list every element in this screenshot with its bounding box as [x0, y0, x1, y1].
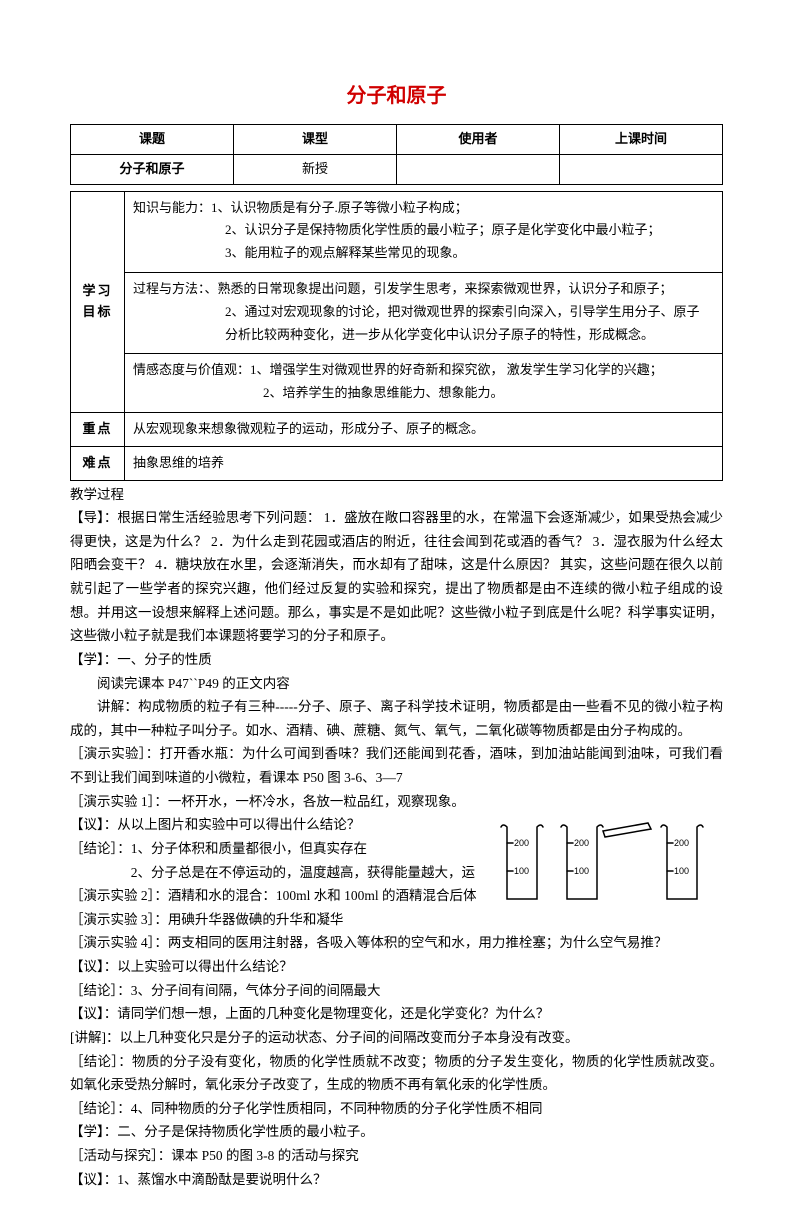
p2: 【学】：一、分子的性质 — [70, 648, 723, 672]
p5: ［演示实验］：打开香水瓶：为什么可闻到香味？我们还能闻到花香，酒味，到加油站能闻… — [70, 742, 723, 789]
p19: 【学】：二、分子是保持物质化学性质的最小粒子。 — [70, 1120, 723, 1144]
p18: ［结论］：4、同种物质的分子化学性质相同，不同种物质的分子化学性质不相同 — [70, 1097, 723, 1121]
process-label: 教学过程 — [70, 483, 723, 507]
hdr-col1: 课题 — [71, 125, 234, 155]
key-label: 重点 — [71, 412, 125, 446]
diff-text: 抽象思维的培养 — [125, 446, 723, 480]
goal-k-2: 2、认识分子是保持物质化学性质的最小粒子；原子是化学变化中最小粒子； — [133, 220, 714, 241]
content-body: 教学过程 【导】：根据日常生活经验思考下列问题： 1．盛放在敞口容器里的水，在常… — [70, 483, 723, 1192]
p16: [讲解]：以上几种变化只是分子的运动状态、分子间的间隔改变而分子本身没有改变。 — [70, 1026, 723, 1050]
p17: ［结论］：物质的分子没有变化，物质的化学性质就不改变；物质的分子发生变化，物质的… — [70, 1050, 723, 1097]
p12: ［演示实验 4］：两支相同的医用注射器，各吸入等体积的空气和水，用力推栓塞；为什… — [70, 931, 723, 955]
p6: ［演示实验 1］：一杯开水，一杯冷水，各放一粒品红，观察现象。 — [70, 790, 723, 814]
tick-3: 200 — [574, 838, 589, 848]
page-title: 分子和原子 — [70, 80, 723, 112]
p4: 讲解：构成物质的粒子有三种-----分子、原子、离子科学技术证明，物质都是由一些… — [70, 695, 723, 742]
hdr-col4: 上课时间 — [560, 125, 723, 155]
key-text: 从宏观现象来想象微观粒子的运动，形成分子、原子的概念。 — [125, 412, 723, 446]
goal-e-2: 2、培养学生的抽象思维能力、想象能力。 — [133, 383, 714, 404]
tick-6: 100 — [674, 866, 689, 876]
diff-label: 难点 — [71, 446, 125, 480]
goal-knowledge: 知识与能力：1、认识物质是有分子.原子等微小粒子构成； 2、认识分子是保持物质化… — [125, 191, 723, 272]
p1: 【导】：根据日常生活经验思考下列问题： 1．盛放在敞口容器里的水，在常温下会逐渐… — [70, 506, 723, 648]
goals-label: 学习目标 — [71, 191, 125, 412]
goal-process: 过程与方法：、熟悉的日常现象提出问题，引发学生思考，来探索微观世界，认识分子和原… — [125, 272, 723, 353]
p20: ［活动与探究］：课本 P50 的图 3-8 的活动与探究 — [70, 1144, 723, 1168]
tick-2: 100 — [514, 866, 529, 876]
p11: ［演示实验 3］：用碘升华器做碘的升华和凝华 — [70, 908, 723, 932]
p15: 【议】：请同学们想一想，上面的几种变化是物理变化，还是化学变化？为什么？ — [70, 1002, 723, 1026]
tick-5: 200 — [674, 838, 689, 848]
hdr-col2: 课型 — [234, 125, 397, 155]
p14: ［结论］：3、分子间有间隔，气体分子间的间隔最大 — [70, 979, 723, 1003]
tick-1: 200 — [514, 838, 529, 848]
row2-c3 — [397, 154, 560, 184]
goal-p-3: 分析比较两种变化，进一步从化学变化中认识分子原子的特性，形成概念。 — [133, 325, 714, 346]
header-table: 课题 课型 使用者 上课时间 分子和原子 新授 — [70, 124, 723, 185]
goals-table: 学习目标 知识与能力：1、认识物质是有分子.原子等微小粒子构成； 2、认识分子是… — [70, 191, 723, 481]
tick-4: 100 — [574, 866, 589, 876]
goal-k-3: 3、能用粒子的观点解释某些常见的现象。 — [133, 243, 714, 264]
hdr-col3: 使用者 — [397, 125, 560, 155]
goal-p-2: 2、通过对宏观现象的讨论，把对微观世界的探索引向深入，引导学生用分子、原子 — [133, 302, 714, 323]
p3: 阅读完课本 P47``P49 的正文内容 — [70, 672, 723, 696]
goal-e-1: 情感态度与价值观：1、增强学生对微观世界的好奇新和探究欲， 激发学生学习化学的兴… — [133, 360, 714, 381]
p13: 【议】：以上实验可以得出什么结论？ — [70, 955, 723, 979]
row2-c2: 新授 — [234, 154, 397, 184]
goal-k-1: 知识与能力：1、认识物质是有分子.原子等微小粒子构成； — [133, 198, 714, 219]
cylinder-diagram: 200 100 200 100 200 100 — [493, 815, 723, 905]
row2-c1: 分子和原子 — [71, 154, 234, 184]
p21: 【议】：1、蒸馏水中滴酚酞是要说明什么？ — [70, 1168, 723, 1192]
goal-p-1: 过程与方法：、熟悉的日常现象提出问题，引发学生思考，来探索微观世界，认识分子和原… — [133, 279, 714, 300]
goal-emotion: 情感态度与价值观：1、增强学生对微观世界的好奇新和探究欲， 激发学生学习化学的兴… — [125, 354, 723, 413]
row2-c4 — [560, 154, 723, 184]
